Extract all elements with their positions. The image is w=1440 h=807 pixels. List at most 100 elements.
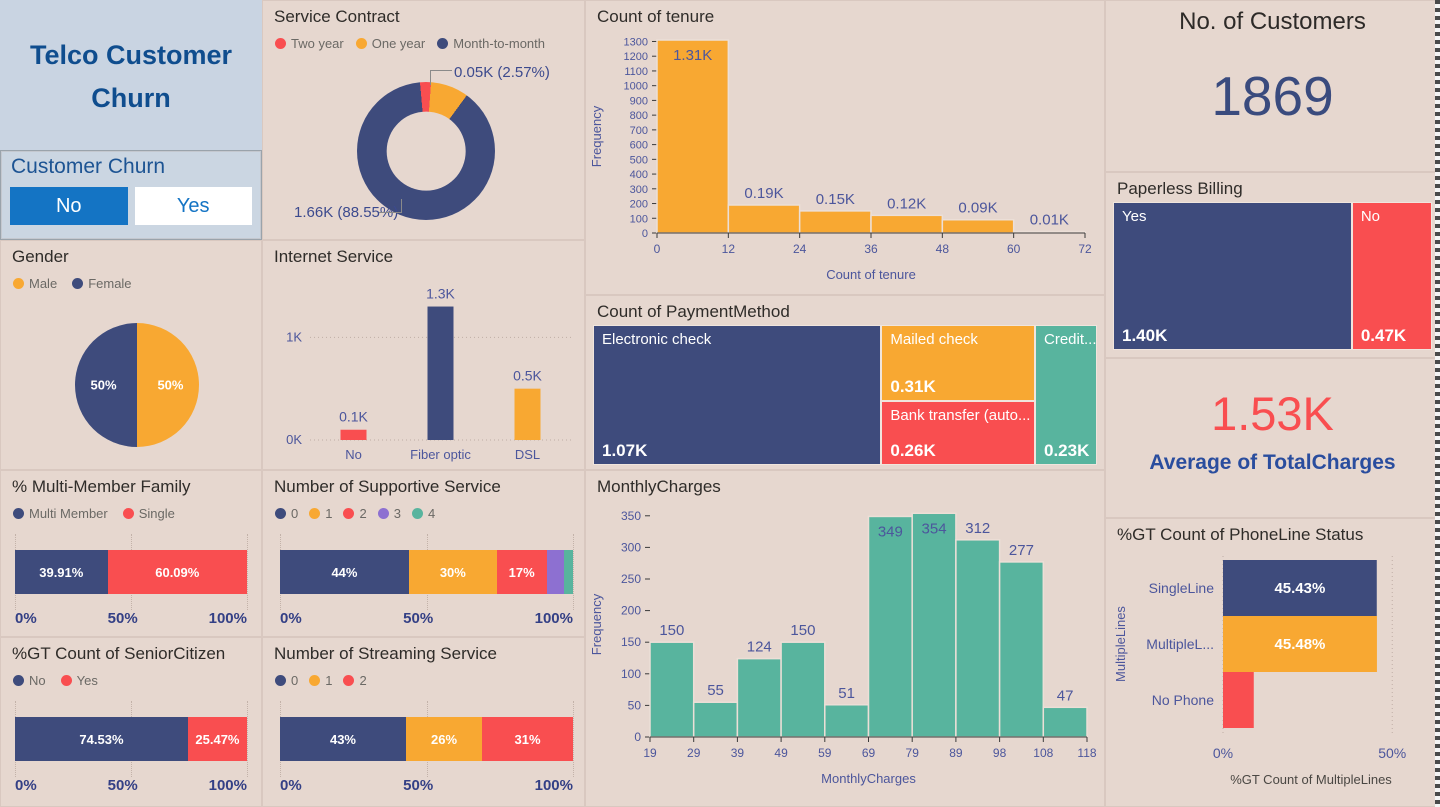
bar-segment[interactable]: 17% (496, 550, 547, 594)
bar-segment[interactable]: 44% (280, 550, 409, 594)
stacked-bar[interactable]: 43% 26% 31% (280, 717, 573, 761)
bar-segment[interactable]: 39.91% (15, 550, 108, 594)
bar-segment[interactable] (564, 550, 573, 594)
bar[interactable] (656, 39, 730, 234)
bar[interactable] (1223, 616, 1377, 672)
gender-panel: Gender Male Female 50% 50% (0, 240, 262, 470)
treemap-cell[interactable]: Credit... 0.23K (1035, 325, 1097, 465)
legend-dot-icon (275, 508, 286, 519)
legend-item[interactable]: 1 (309, 673, 332, 688)
scrollbar[interactable] (1435, 0, 1440, 807)
bar[interactable] (340, 429, 367, 440)
legend-item[interactable]: 0 (275, 673, 298, 688)
pie[interactable]: 50% 50% (75, 323, 199, 447)
bar[interactable] (1223, 672, 1254, 728)
stacked-bar[interactable]: 39.91% 60.09% (15, 550, 247, 594)
phoneline-status-panel: %GT Count of PhoneLine Status 0% 50% 45.43… (1105, 518, 1440, 807)
service-contract-donut-chart[interactable] (357, 82, 495, 220)
bar[interactable] (780, 641, 826, 738)
treemap-cell[interactable]: No 0.47K (1351, 202, 1432, 350)
bar-segment[interactable]: 25.47% (187, 717, 247, 761)
legend-item[interactable]: One year (355, 36, 425, 51)
churn-slicer: Customer Churn No Yes (0, 150, 262, 240)
bar[interactable] (1223, 560, 1377, 616)
treemap-cell[interactable]: Yes 1.40K (1113, 202, 1352, 350)
svg-text:354: 354 (922, 520, 947, 537)
cell-value: 1.40K (1122, 326, 1168, 345)
bar[interactable] (649, 641, 695, 738)
bar-segment[interactable]: 60.09% (107, 550, 247, 594)
svg-text:118: 118 (1077, 746, 1096, 760)
legend-item[interactable]: 3 (377, 506, 401, 521)
axis-label: 50% (107, 610, 138, 627)
bar[interactable] (998, 561, 1045, 738)
legend-dot-icon (13, 675, 24, 686)
gridline (247, 701, 248, 777)
legend-item[interactable]: No (13, 673, 46, 688)
legend-item[interactable]: Yes (60, 673, 98, 688)
stacked-bar[interactable]: 44% 30% 17% (280, 550, 573, 594)
monthly-charges-histogram[interactable]: 0 50 100 150 200 250 300 350 150 55 124 150 51 349 354… (585, 496, 1105, 807)
internet-service-column-chart[interactable]: 0K 1K 0.1K No 1.3K Fiber optic 0.5K DSL (262, 268, 585, 468)
bar-segment[interactable]: 43% (280, 717, 406, 761)
legend-item[interactable]: Male (13, 276, 57, 291)
treemap-cell[interactable]: Bank transfer (auto... 0.26K (881, 401, 1035, 465)
bar-segment[interactable]: 30% (408, 550, 497, 594)
pie[interactable] (357, 82, 495, 220)
phoneline-status-bar-chart[interactable]: 0% 50% 45.43% SingleLine 45.48% MultipleL... N… (1105, 554, 1440, 804)
bar[interactable] (870, 214, 944, 234)
multi-member-bar-chart: 39.91% 60.09% 0% 50% 100% (15, 530, 248, 630)
chart-title: %GT Count of SeniorCitizen (12, 644, 226, 663)
legend-item[interactable]: 0 (275, 506, 298, 521)
svg-text:1.3K: 1.3K (426, 286, 455, 302)
legend-item[interactable]: 4 (411, 506, 435, 521)
bar[interactable] (824, 704, 870, 738)
legend-item[interactable]: 2 (343, 673, 367, 688)
svg-text:400: 400 (630, 169, 648, 181)
donut-hole (386, 111, 466, 191)
bar[interactable] (955, 539, 1001, 738)
treemap-cell[interactable]: Mailed check 0.31K (881, 325, 1035, 402)
bar[interactable] (941, 218, 1015, 234)
bar-segment[interactable]: 74.53% (15, 717, 188, 761)
tenure-histogram[interactable]: 0 100 200 300 400 500 600 700 800 900 1000 1100 1200… (585, 26, 1105, 295)
axis-label: 0% (280, 777, 302, 794)
stacked-bar[interactable]: 74.53% 25.47% (15, 717, 247, 761)
bar[interactable] (911, 512, 957, 738)
slicer-button-no[interactable]: No (10, 187, 128, 225)
bar[interactable] (727, 204, 801, 234)
bar[interactable] (798, 210, 872, 234)
x-axis: 0% 50% 100% (15, 777, 247, 794)
bar[interactable] (867, 515, 913, 738)
legend-item[interactable]: 1 (309, 506, 332, 521)
legend-item[interactable]: Female (72, 276, 132, 291)
bar[interactable] (1042, 706, 1088, 738)
bar-segment[interactable] (546, 550, 565, 594)
bar[interactable] (736, 657, 782, 738)
bar-segment[interactable]: 26% (405, 717, 483, 761)
bar[interactable] (427, 306, 454, 440)
legend-item[interactable]: Single (122, 506, 175, 521)
paperless-billing-treemap[interactable]: Yes 1.40K No 0.47K (1113, 202, 1432, 350)
legend-item[interactable]: Month-to-month (437, 36, 545, 51)
x-axis: 0% 50% 100% (280, 610, 573, 627)
cell-label: Credit... (1044, 331, 1096, 348)
chart-title: %GT Count of PhoneLine Status (1117, 525, 1364, 544)
bar[interactable] (692, 701, 739, 738)
x-axis: 0% 50% 100% (280, 777, 573, 794)
slicer-button-yes[interactable]: Yes (134, 187, 252, 225)
svg-text:79: 79 (906, 746, 920, 760)
treemap-cell[interactable]: Electronic check 1.07K (593, 325, 882, 465)
bar-segment[interactable]: 31% (482, 717, 573, 761)
payment-method-treemap[interactable]: Electronic check 1.07K Mailed check 0.31K Ba… (593, 325, 1097, 465)
legend-item[interactable]: 2 (343, 506, 367, 521)
gender-pie-chart[interactable]: 50% 50% (75, 323, 199, 447)
svg-text:MultipleLines: MultipleLines (1113, 606, 1128, 682)
gridline (573, 534, 574, 610)
legend-item[interactable]: Multi Member (13, 506, 108, 521)
svg-text:SingleLine: SingleLine (1149, 580, 1215, 596)
cell-value: 0.23K (1044, 441, 1090, 460)
bar[interactable] (514, 388, 541, 440)
legend-item[interactable]: Two year (275, 36, 344, 51)
